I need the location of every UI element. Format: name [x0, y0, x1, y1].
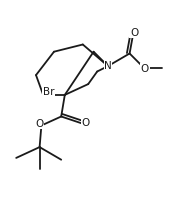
- Text: O: O: [141, 64, 149, 74]
- Text: O: O: [35, 119, 44, 129]
- Text: O: O: [81, 118, 90, 128]
- Text: Br: Br: [42, 87, 54, 97]
- Text: N: N: [104, 61, 112, 71]
- Text: O: O: [130, 28, 138, 38]
